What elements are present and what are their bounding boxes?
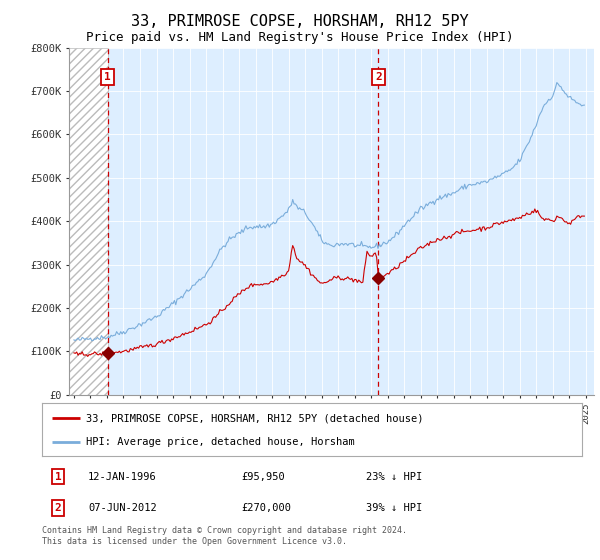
- Text: 23% ↓ HPI: 23% ↓ HPI: [366, 472, 422, 482]
- Text: 1: 1: [55, 472, 62, 482]
- Text: Contains HM Land Registry data © Crown copyright and database right 2024.
This d: Contains HM Land Registry data © Crown c…: [42, 526, 407, 546]
- Text: Price paid vs. HM Land Registry's House Price Index (HPI): Price paid vs. HM Land Registry's House …: [86, 31, 514, 44]
- Text: 39% ↓ HPI: 39% ↓ HPI: [366, 503, 422, 513]
- Text: 1: 1: [104, 72, 111, 82]
- Text: 2: 2: [375, 72, 382, 82]
- Bar: [69, 48, 107, 395]
- Text: £270,000: £270,000: [242, 503, 292, 513]
- Text: 12-JAN-1996: 12-JAN-1996: [88, 472, 157, 482]
- Text: 2: 2: [55, 503, 62, 513]
- Text: HPI: Average price, detached house, Horsham: HPI: Average price, detached house, Hors…: [86, 436, 355, 446]
- Text: 33, PRIMROSE COPSE, HORSHAM, RH12 5PY (detached house): 33, PRIMROSE COPSE, HORSHAM, RH12 5PY (d…: [86, 413, 424, 423]
- Text: 33, PRIMROSE COPSE, HORSHAM, RH12 5PY: 33, PRIMROSE COPSE, HORSHAM, RH12 5PY: [131, 14, 469, 29]
- Text: 07-JUN-2012: 07-JUN-2012: [88, 503, 157, 513]
- Text: £95,950: £95,950: [242, 472, 286, 482]
